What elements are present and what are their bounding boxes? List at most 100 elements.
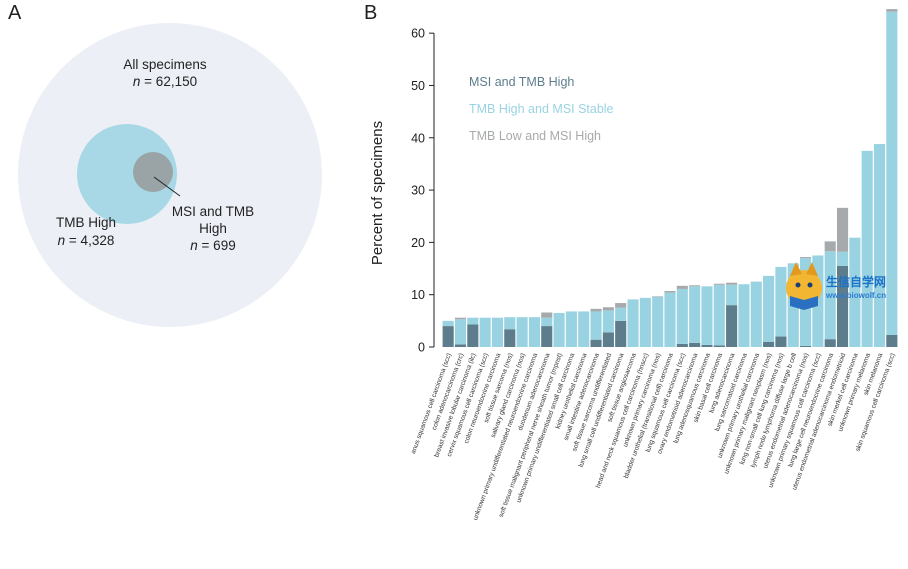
bar-segment xyxy=(516,317,528,347)
bar-segment xyxy=(763,275,775,342)
venn-msi-title-line1: MSI and TMB xyxy=(172,204,254,219)
y-tick-label: 50 xyxy=(411,79,425,93)
bar-segment xyxy=(763,341,775,347)
wolf-ears-icon xyxy=(790,262,818,276)
bar-segment xyxy=(652,296,664,297)
bar-segment xyxy=(861,150,873,347)
bar-segment xyxy=(836,207,849,252)
y-axis-label: Percent of specimens xyxy=(369,121,386,265)
venn-all-title: All specimens xyxy=(123,57,207,72)
bar-segment xyxy=(639,297,651,347)
bar-segment xyxy=(824,241,836,252)
bar-segment xyxy=(873,144,886,347)
bar-segment xyxy=(615,320,627,347)
venn-msi-tmb-circle xyxy=(133,152,173,192)
venn-all-n: n = 62,150 xyxy=(133,74,197,89)
bar-segment xyxy=(800,345,812,347)
bar-segment xyxy=(479,317,491,347)
wolf-icon xyxy=(786,270,822,306)
panel-b-label: B xyxy=(364,2,378,24)
venn-msi-n: n = 699 xyxy=(190,238,235,253)
venn-callout-line xyxy=(153,176,181,197)
bar-segment xyxy=(541,317,553,327)
venn-all-n-symbol: n xyxy=(133,74,141,89)
bar-segment xyxy=(541,312,553,318)
bar-segment xyxy=(676,288,688,344)
bar-segment xyxy=(504,329,516,347)
bar-segment xyxy=(701,344,713,347)
bar-segment xyxy=(467,324,479,347)
bar-segment xyxy=(504,317,516,330)
bar-segment xyxy=(615,307,627,321)
venn-tmb-n-symbol: n xyxy=(58,233,66,248)
venn-msi-n-value: = 699 xyxy=(202,238,236,253)
y-tick-label: 40 xyxy=(411,131,425,145)
venn-tmb-n: n = 4,328 xyxy=(58,233,115,248)
bar-segment xyxy=(664,292,676,347)
y-axis: 0 10 20 30 40 50 60 xyxy=(411,27,435,355)
bar-segment xyxy=(454,344,467,347)
bar-segment xyxy=(442,320,454,327)
bar-segment xyxy=(664,291,676,293)
bar-segment xyxy=(590,308,602,312)
watermark-title: 生信自学网 xyxy=(826,274,886,289)
wolf-eye-right-icon xyxy=(807,282,813,288)
bar-segment xyxy=(713,345,725,347)
bar-segment xyxy=(590,311,602,340)
bar-segment xyxy=(676,343,688,347)
bar-segment xyxy=(652,296,664,347)
y-tick-label: 30 xyxy=(411,184,425,198)
bar-segment xyxy=(824,339,836,347)
bar-segment xyxy=(689,342,701,347)
y-tick-label: 10 xyxy=(411,288,425,302)
bar-segment xyxy=(528,317,540,347)
y-tick-label: 60 xyxy=(411,27,425,41)
bar-segment xyxy=(491,317,504,347)
bar-segment xyxy=(849,237,861,347)
watermark-logo: 生信自学网 www.biowolf.cn xyxy=(786,262,886,310)
bar-segment xyxy=(553,313,565,347)
bar-segment xyxy=(602,310,614,333)
watermark-url: www.biowolf.cn xyxy=(825,291,886,300)
panel-a-label: A xyxy=(8,2,22,24)
bar-segment xyxy=(590,339,602,347)
bar-segment xyxy=(713,283,725,285)
bar-segment xyxy=(726,284,738,306)
bar-segment xyxy=(886,9,898,12)
bar-segment xyxy=(627,299,639,347)
legend-entry: MSI and TMB High xyxy=(469,75,574,89)
bar-segment xyxy=(775,266,787,337)
bar-segment xyxy=(836,251,849,266)
bar-segment xyxy=(689,286,701,343)
category-labels: anus squamous cell carcinoma (scc)colon … xyxy=(410,352,897,521)
bar-segment xyxy=(689,285,701,287)
bar-segment xyxy=(886,11,898,335)
y-tick-label: 0 xyxy=(418,341,425,355)
bar-segment xyxy=(541,326,553,347)
bar-segment xyxy=(775,336,787,347)
bar-segment xyxy=(800,257,812,259)
bar-segment xyxy=(454,319,467,345)
bar-segment xyxy=(886,334,898,347)
bar-segment xyxy=(442,326,454,347)
y-tick-label: 20 xyxy=(411,236,425,250)
venn-tmb-n-value: = 4,328 xyxy=(69,233,114,248)
legend-entry: TMB Low and MSI High xyxy=(469,129,601,143)
bar-segment xyxy=(676,285,688,289)
bar-segment xyxy=(467,317,479,325)
bar-segment xyxy=(713,284,725,346)
venn-all-n-value: = 62,150 xyxy=(144,74,197,89)
bar-segment xyxy=(726,305,738,347)
legend-entry: TMB High and MSI Stable xyxy=(469,102,614,116)
bar-segment xyxy=(750,281,762,347)
bar-segment xyxy=(836,265,849,347)
bar-segment xyxy=(738,284,750,347)
bar-segment xyxy=(602,307,614,311)
wolf-eye-left-icon xyxy=(795,282,801,288)
bar-segment xyxy=(565,311,577,347)
bar-segment xyxy=(602,332,614,347)
bar-segment xyxy=(578,311,590,347)
venn-tmb-title: TMB High xyxy=(56,215,116,230)
